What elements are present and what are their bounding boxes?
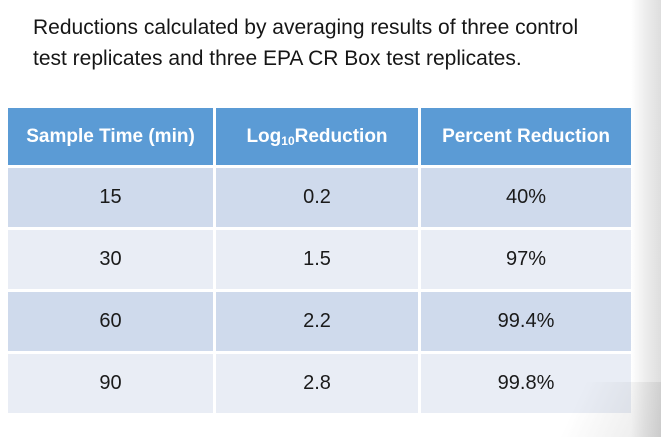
- table-cell: 2.2: [216, 292, 418, 351]
- log-label: Log: [246, 125, 282, 147]
- column-header-percent-reduction: Percent Reduction: [421, 108, 631, 165]
- table-cell: 30: [8, 230, 213, 289]
- intro-text: Reductions calculated by averaging resul…: [33, 16, 579, 70]
- table-cell: 0.2: [216, 168, 418, 227]
- column-header-sample-time: Sample Time (min): [8, 108, 213, 165]
- table-cell: 1.5: [216, 230, 418, 289]
- table-cell: 99.8%: [421, 354, 631, 413]
- table-cell: 2.8: [216, 354, 418, 413]
- table-cell: 60: [8, 292, 213, 351]
- results-table: Sample Time (min) Log 10 Reduction Percen…: [8, 108, 631, 413]
- table-cell: 97%: [421, 230, 631, 289]
- table-cell: 99.4%: [421, 292, 631, 351]
- table-cell: 15: [8, 168, 213, 227]
- table-cell: 40%: [421, 168, 631, 227]
- page-edge-shadow: [631, 0, 661, 437]
- reduction-label: Reduction: [294, 125, 388, 147]
- table-cell: 90: [8, 354, 213, 413]
- column-header-log10-reduction: Log 10 Reduction: [216, 108, 418, 165]
- log-subscript: 10: [281, 133, 295, 148]
